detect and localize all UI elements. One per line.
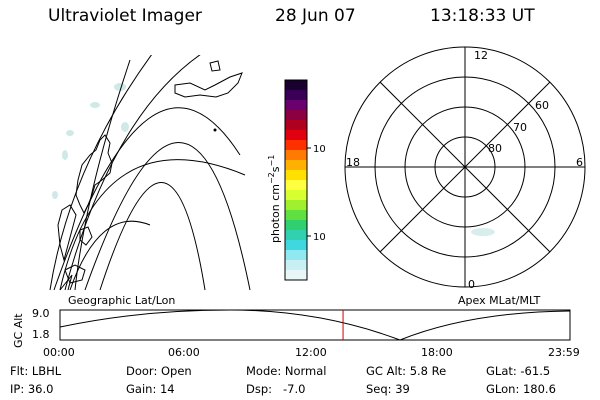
door-info: Door: Open — [126, 364, 192, 378]
timeline-xtick-2359: 23:59 — [548, 346, 580, 359]
aurora-glow-polar — [471, 228, 495, 236]
colorbar-unit-label: photon cm−2s−1 — [267, 155, 282, 243]
colorbar-cell — [285, 130, 307, 141]
colorbar-cell — [285, 220, 307, 231]
colorbar-tick-10: 10 — [313, 232, 325, 243]
mlat-label-60: 60 — [535, 99, 549, 112]
mlt-label-0: 0 — [468, 278, 475, 291]
colorbar-cell — [285, 190, 307, 201]
glat-info: GLat: -61.5 — [486, 364, 551, 378]
mlt-label-18: 18 — [346, 156, 360, 169]
polar-grid — [344, 46, 586, 288]
ip-info: IP: 36.0 — [10, 382, 54, 396]
time-label: 13:18:33 UT — [430, 6, 535, 26]
altitude-curve — [59, 309, 571, 341]
map-marker — [213, 128, 217, 132]
mlat-label-80: 80 — [488, 142, 502, 155]
gc-alt-info: GC Alt: 5.8 Re — [366, 364, 447, 378]
filter-info: Flt: LBHL — [10, 364, 62, 378]
colorbar-cell — [285, 110, 307, 121]
colorbar-cell — [285, 120, 307, 131]
aurora-glow — [52, 83, 129, 199]
colorbar-cell — [285, 160, 307, 171]
colorbar-cell — [285, 200, 307, 211]
colorbar-cell — [285, 170, 307, 181]
colorbar-cell — [285, 180, 307, 191]
timeline-xtick-0000: 00:00 — [43, 346, 75, 359]
colorbar-cell — [285, 90, 307, 101]
colorbar-cell — [285, 240, 307, 251]
glon-info: GLon: 180.6 — [486, 382, 556, 396]
timeline-ytick-9: 9.0 — [32, 307, 50, 320]
altitude-timeline: GC Alt 9.0 1.8 — [12, 307, 571, 348]
colorbar-cell — [285, 100, 307, 111]
colorbar-cell — [285, 140, 307, 151]
mlt-label-12: 12 — [474, 49, 488, 62]
geographic-map — [49, 55, 251, 291]
dsp-info: Dsp: -7.0 — [246, 382, 306, 396]
colorbar: 100 10 photon cm−2s−1 — [267, 79, 325, 281]
mlat-label-70: 70 — [513, 121, 527, 134]
gain-info: Gain: 14 — [126, 382, 175, 396]
timeline-ylabel: GC Alt — [12, 313, 25, 348]
colorbar-cell — [285, 80, 307, 91]
colorbar-cell — [285, 250, 307, 261]
timeline-xtick-0600: 06:00 — [168, 346, 200, 359]
colorbar-cell — [285, 260, 307, 271]
timeline-frame — [59, 309, 571, 341]
geo-panel-label: Geographic Lat/Lon — [68, 294, 176, 307]
colorbar-cell — [285, 270, 307, 281]
colorbar-cell — [285, 210, 307, 221]
polar-panel-label: Apex MLat/MLT — [458, 294, 541, 307]
instrument-title: Ultraviolet Imager — [48, 6, 202, 26]
colorbar-cell — [285, 150, 307, 161]
polar-plot: 12 18 6 0 60 70 80 — [344, 46, 586, 291]
timeline-xtick-1800: 18:00 — [421, 346, 453, 359]
coastlines — [57, 60, 243, 284]
timeline-ytick-1_8: 1.8 — [32, 328, 50, 341]
colorbar-cells — [285, 80, 307, 281]
colorbar-tick-100: 100 — [313, 144, 325, 155]
colorbar-cell — [285, 230, 307, 241]
date-label: 28 Jun 07 — [275, 6, 356, 26]
map-grid — [49, 55, 251, 291]
seq-info: Seq: 39 — [366, 382, 410, 396]
mode-info: Mode: Normal — [246, 364, 327, 378]
timeline-xtick-1200: 12:00 — [295, 346, 327, 359]
mlt-label-6: 6 — [576, 156, 583, 169]
